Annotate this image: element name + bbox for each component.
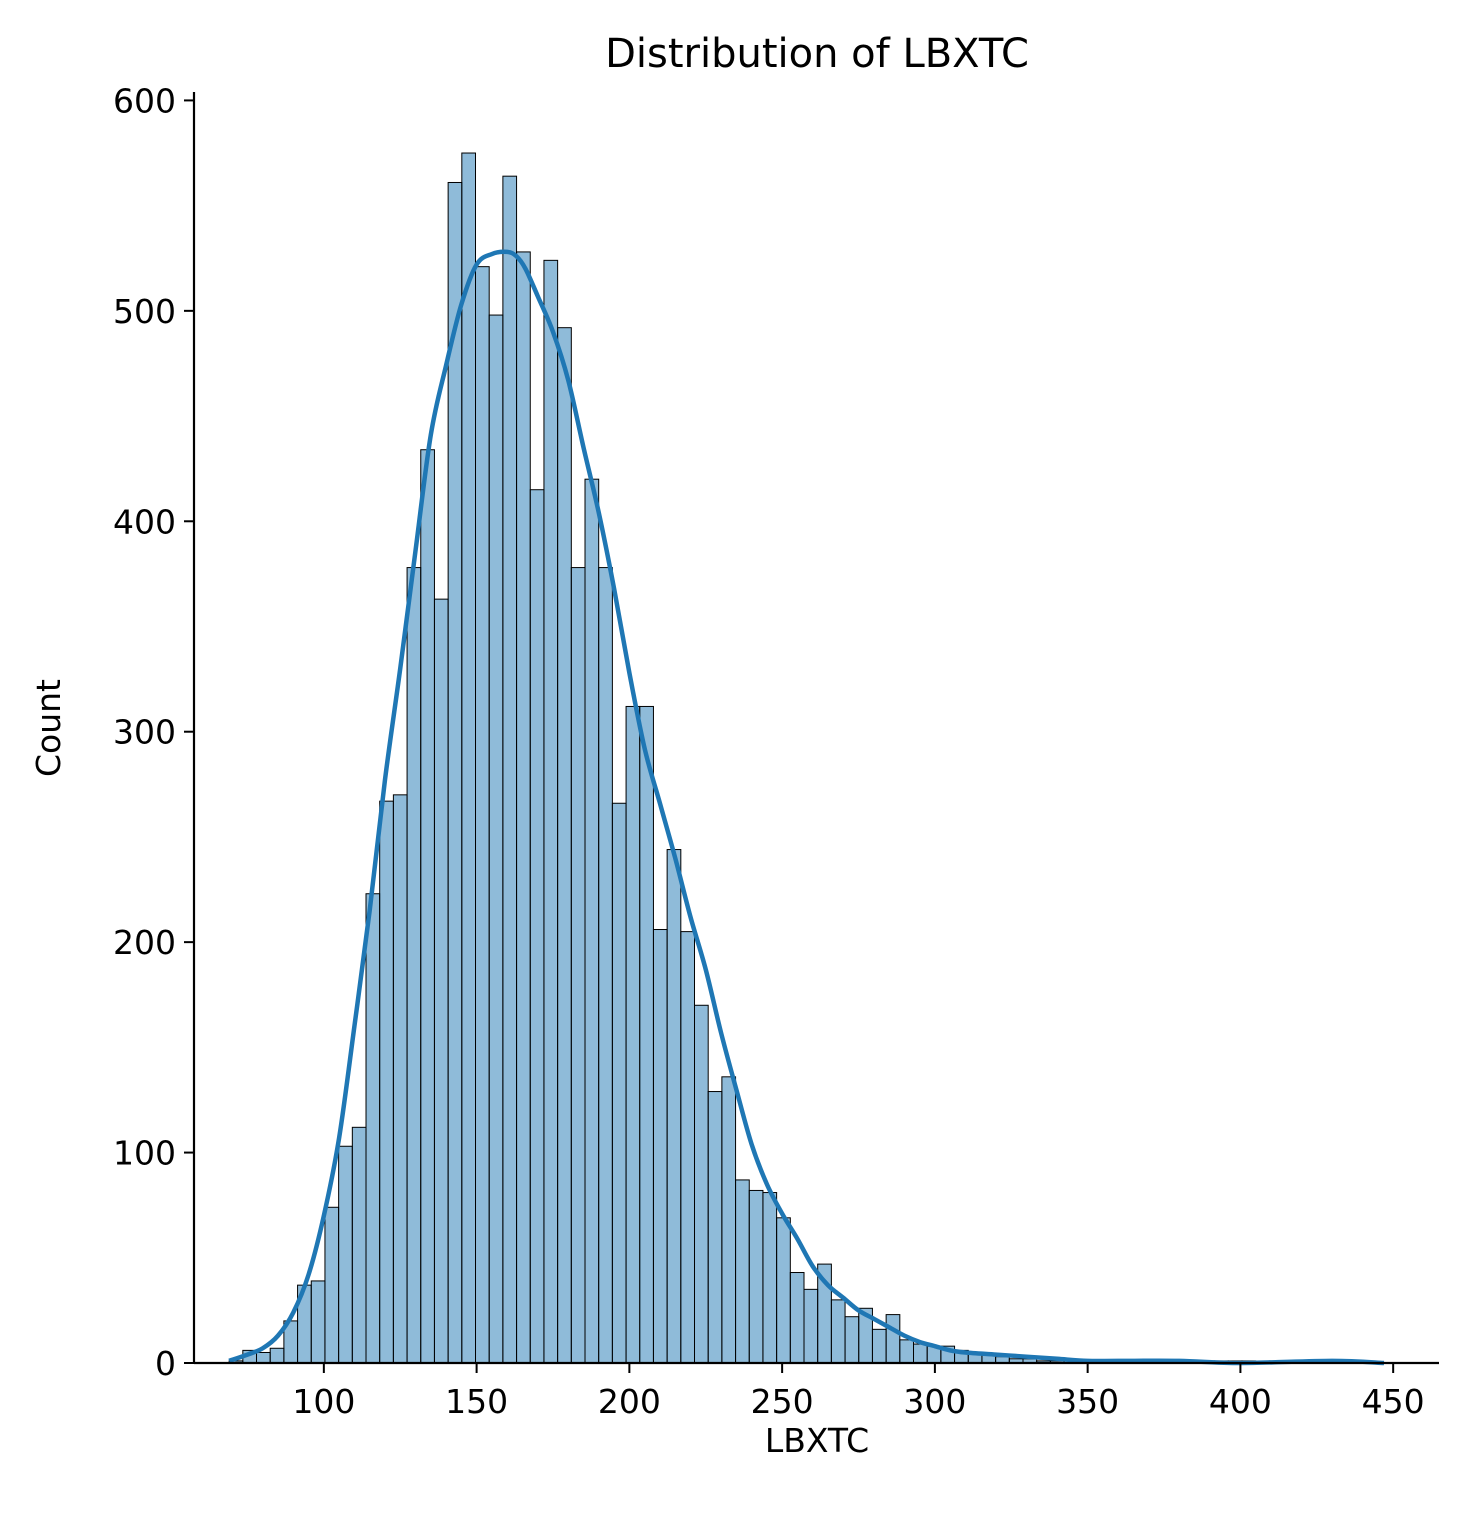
histogram-bar (652, 929, 668, 1364)
histogram-bar (611, 802, 627, 1364)
y-tick-label: 0 (155, 1344, 176, 1383)
histogram-bar (447, 181, 463, 1364)
kde-curve (228, 249, 1385, 1366)
y-tick-label: 600 (113, 81, 176, 120)
x-tick-label: 300 (903, 1382, 966, 1421)
histogram-bar (406, 567, 422, 1364)
x-tick-label: 250 (751, 1382, 814, 1421)
histogram-bars (228, 152, 1325, 1364)
y-tick-label: 400 (113, 502, 176, 541)
histogram-bar (379, 800, 394, 1364)
x-tick-label: 200 (598, 1382, 661, 1421)
histogram-bar (885, 1314, 901, 1364)
x-tick-label: 450 (1362, 1382, 1425, 1421)
x-axis-title: LBXTC (765, 1421, 869, 1460)
x-tick-label: 400 (1209, 1382, 1272, 1421)
histogram-bar (598, 567, 613, 1364)
histogram-bar (721, 1076, 737, 1364)
histogram-bar (365, 893, 381, 1364)
histogram-bar (899, 1339, 915, 1364)
x-tick-label: 100 (292, 1382, 355, 1421)
histogram-bar (351, 1126, 367, 1364)
x-tick-label: 150 (445, 1382, 508, 1421)
histogram-bar (584, 478, 600, 1364)
histogram-bar (666, 849, 682, 1364)
histogram-bar (625, 705, 641, 1364)
histogram-bar (529, 489, 545, 1364)
histogram-bar (269, 1347, 285, 1364)
x-axis-ticks: 100 150 200 250 300 350 400 450 (292, 1363, 1425, 1421)
histogram-bar (844, 1316, 860, 1364)
histogram-bar (570, 567, 586, 1364)
histogram-bar (830, 1299, 846, 1364)
histogram-bar (310, 1280, 326, 1364)
histogram-bar (789, 1272, 805, 1364)
histogram-bar (913, 1343, 928, 1364)
histogram-bar (461, 152, 477, 1364)
x-tick-label: 350 (1056, 1382, 1119, 1421)
histogram-bar (516, 251, 531, 1364)
histogram-bar (707, 1091, 723, 1364)
histogram-bar (803, 1288, 819, 1364)
histogram-bar (502, 175, 518, 1364)
histogram-bar (748, 1189, 764, 1364)
histogram-bar (433, 598, 449, 1364)
histogram-bar (392, 794, 408, 1364)
histogram-bar (639, 705, 654, 1364)
histogram-bar (420, 449, 435, 1364)
y-tick-label: 200 (113, 923, 176, 962)
histogram-bar (871, 1328, 887, 1364)
histogram-bar (694, 1004, 709, 1364)
histogram-bar (475, 266, 490, 1364)
y-tick-label: 100 (113, 1134, 176, 1173)
histogram-bar (776, 1217, 791, 1364)
y-tick-label: 300 (113, 713, 176, 752)
histogram-bar (256, 1351, 271, 1364)
histogram-bar (762, 1192, 778, 1364)
y-axis-title: Count (29, 679, 68, 777)
histogram-bar (488, 314, 504, 1364)
histogram-bar (324, 1206, 340, 1364)
histogram-bar (543, 259, 559, 1364)
histogram-bar (557, 327, 572, 1364)
histogram-bar (680, 931, 696, 1364)
histogram-bar (338, 1145, 353, 1364)
histogram-bar (735, 1179, 750, 1364)
axes (192, 92, 1439, 1365)
y-tick-label: 500 (113, 292, 176, 331)
chart-title: Distribution of LBXTC (605, 31, 1029, 77)
y-axis-ticks: 0 100 200 300 400 500 600 (113, 81, 194, 1383)
